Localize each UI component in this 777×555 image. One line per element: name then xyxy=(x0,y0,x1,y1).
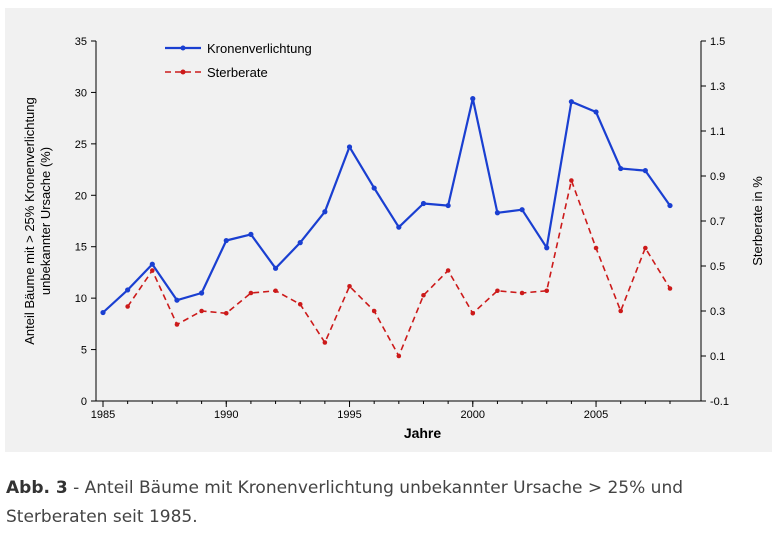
data-point-series-1 xyxy=(470,96,476,102)
data-point-series-1 xyxy=(100,309,106,316)
data-point-series-2 xyxy=(199,308,204,314)
legend-marker-1 xyxy=(180,45,186,51)
y-right-tick-label: 0.3 xyxy=(710,306,725,318)
data-point-series-2 xyxy=(174,322,180,327)
data-point-series-2 xyxy=(396,353,402,359)
data-point-series-2 xyxy=(618,308,623,314)
y-right-tick-label: 0.1 xyxy=(710,351,725,363)
data-point-series-1 xyxy=(420,200,427,207)
y-left-tick-label: 20 xyxy=(75,190,87,202)
y-right-tick-label: 0.5 xyxy=(710,261,725,273)
data-point-series-1 xyxy=(297,240,303,246)
series-line-1 xyxy=(102,97,671,314)
data-point-series-1 xyxy=(618,165,624,172)
data-point-series-1 xyxy=(322,209,328,215)
y-axis-left-label-line: unbekannter Ursache (%) xyxy=(38,147,53,295)
legend-label-2: Sterberate xyxy=(207,65,268,80)
y-axis-left-label-line: Anteil Bäume mit > 25% Kronenverlichtung xyxy=(22,97,37,345)
data-point-series-2 xyxy=(322,340,328,345)
data-point-series-2 xyxy=(495,288,500,294)
data-point-series-1 xyxy=(174,297,180,303)
data-point-series-1 xyxy=(494,210,501,216)
y-left-tick-label: 15 xyxy=(75,242,87,254)
x-tick-label: 2005 xyxy=(584,409,608,421)
y-right-tick-label: 1.3 xyxy=(710,81,725,93)
data-point-series-1 xyxy=(248,231,254,237)
data-point-series-2 xyxy=(273,288,278,294)
legend-marker-2 xyxy=(180,69,186,75)
data-point-series-1 xyxy=(125,287,131,293)
data-point-series-1 xyxy=(445,202,451,209)
chart-series xyxy=(100,96,673,359)
data-point-series-1 xyxy=(667,202,673,209)
y-left-tick-label: 25 xyxy=(75,139,87,151)
y-axis-right-label: Sterberate in % xyxy=(750,176,765,266)
data-point-series-1 xyxy=(396,224,402,230)
y-right-tick-label: 0.7 xyxy=(710,216,725,228)
x-tick-label: 1990 xyxy=(214,409,238,421)
data-point-series-1 xyxy=(223,237,229,244)
data-point-series-2 xyxy=(223,310,229,316)
y-left-tick-label: 35 xyxy=(75,36,87,48)
data-point-series-2 xyxy=(248,290,254,296)
data-point-series-2 xyxy=(667,286,673,291)
data-point-series-2 xyxy=(593,245,599,251)
data-point-series-2 xyxy=(544,288,550,294)
series-line-2 xyxy=(127,179,671,357)
y-right-tick-label: 0.9 xyxy=(710,171,725,183)
data-point-series-1 xyxy=(568,99,574,105)
data-point-series-2 xyxy=(371,308,377,314)
data-point-series-2 xyxy=(519,290,525,296)
data-point-series-1 xyxy=(371,185,377,191)
y-left-tick-label: 10 xyxy=(75,293,87,305)
legend-label-1: Kronenverlichtung xyxy=(207,41,312,56)
chart-area: 0 5 10 15 20 25 30 35 -0.1 0.1 0.3 0.5 0.7 0.9 1.1 1.3 1… xyxy=(5,8,772,452)
line-chart: 0 5 10 15 20 25 30 35 -0.1 0.1 0.3 0.5 0.7 0.9 1.1 1.3 1… xyxy=(22,36,765,441)
data-point-series-1 xyxy=(593,109,599,115)
data-point-series-1 xyxy=(346,144,353,150)
data-point-series-2 xyxy=(643,245,648,251)
data-point-series-2 xyxy=(297,301,303,307)
chart-legend: Kronenverlichtung Sterberate xyxy=(165,41,312,80)
data-point-series-2 xyxy=(347,283,352,289)
figure-caption: Abb. 3 - Anteil Bäume mit Kronenverlicht… xyxy=(6,474,756,532)
data-point-series-1 xyxy=(272,265,279,271)
data-point-series-1 xyxy=(199,290,205,296)
data-point-series-2 xyxy=(421,292,426,298)
x-axis-label: Jahre xyxy=(404,425,442,441)
y-axis-left-label: Anteil Bäume mit > 25% Kronenverlichtung… xyxy=(22,97,53,345)
y-right-tick-label: 1.5 xyxy=(710,36,725,48)
data-point-series-1 xyxy=(149,261,155,267)
data-point-series-2 xyxy=(470,310,476,316)
y-right-tick-label: -0.1 xyxy=(710,396,729,408)
caption-label: Abb. 3 xyxy=(6,478,68,498)
data-point-series-1 xyxy=(519,207,525,213)
data-point-series-2 xyxy=(125,304,130,309)
y-right-tick-label: 1.1 xyxy=(710,126,725,138)
x-tick-label: 1985 xyxy=(91,409,115,421)
data-point-series-1 xyxy=(642,168,648,174)
data-point-series-2 xyxy=(445,268,451,273)
caption-text: - Anteil Bäume mit Kronenverlichtung unb… xyxy=(6,478,684,527)
x-tick-label: 2000 xyxy=(461,409,485,421)
data-point-series-1 xyxy=(544,245,550,251)
x-tick-label: 1995 xyxy=(337,409,361,421)
y-left-tick-label: 30 xyxy=(75,87,87,99)
y-left-tick-label: 0 xyxy=(81,396,87,408)
data-point-series-2 xyxy=(569,178,574,183)
chart-axes: 0 5 10 15 20 25 30 35 -0.1 0.1 0.3 0.5 0.7 0.9 1.1 1.3 1… xyxy=(75,36,729,421)
data-point-series-2 xyxy=(150,268,155,273)
y-left-tick-label: 5 xyxy=(81,345,87,357)
